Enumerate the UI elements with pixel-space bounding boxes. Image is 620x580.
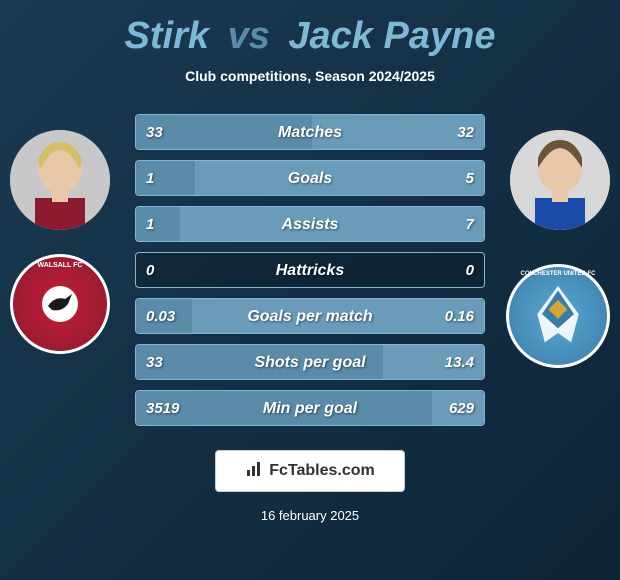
stats-area: 3332Matches 15Goals 17Assists 00Hattricks 0.… xyxy=(135,114,485,426)
stat-label: Matches xyxy=(136,115,484,150)
page-title: Stirk vs Jack Payne xyxy=(0,15,620,58)
player2-avatar xyxy=(510,130,610,230)
stat-label: Goals per match xyxy=(136,299,484,334)
footer-site: FcTables.com xyxy=(269,462,375,480)
stat-row: 3332Matches xyxy=(135,114,485,150)
person-icon xyxy=(510,130,610,230)
stat-label: Shots per goal xyxy=(136,345,484,380)
footer-badge[interactable]: FcTables.com xyxy=(215,450,405,492)
stat-label: Assists xyxy=(136,207,484,242)
date-text: 16 february 2025 xyxy=(0,508,620,523)
club-badge-left: WALSALL FC xyxy=(10,254,110,354)
swift-bird-icon xyxy=(40,284,80,324)
stat-row: 17Assists xyxy=(135,206,485,242)
stat-row: 3313.4Shots per goal xyxy=(135,344,485,380)
player1-avatar xyxy=(10,130,110,230)
person-icon xyxy=(10,130,110,230)
stat-label: Goals xyxy=(136,161,484,196)
stat-label: Min per goal xyxy=(136,391,484,426)
club-left-name: WALSALL FC xyxy=(13,262,107,269)
main-container: Stirk vs Jack Payne Club competitions, S… xyxy=(0,0,620,580)
title-vs: vs xyxy=(228,15,270,57)
stat-row: 0.030.16Goals per match xyxy=(135,298,485,334)
stat-row: 3519629Min per goal xyxy=(135,390,485,426)
club-badge-right: COLCHESTER UNITED FC xyxy=(506,264,610,368)
stat-row: 15Goals xyxy=(135,160,485,196)
eagle-crest-icon xyxy=(509,267,607,365)
title-player2: Jack Payne xyxy=(288,15,495,57)
chart-icon xyxy=(245,460,263,483)
title-player1: Stirk xyxy=(125,15,209,57)
stat-row: 00Hattricks xyxy=(135,252,485,288)
subtitle: Club competitions, Season 2024/2025 xyxy=(0,68,620,84)
club-right-name: COLCHESTER UNITED FC xyxy=(509,271,607,277)
stat-label: Hattricks xyxy=(136,253,484,288)
